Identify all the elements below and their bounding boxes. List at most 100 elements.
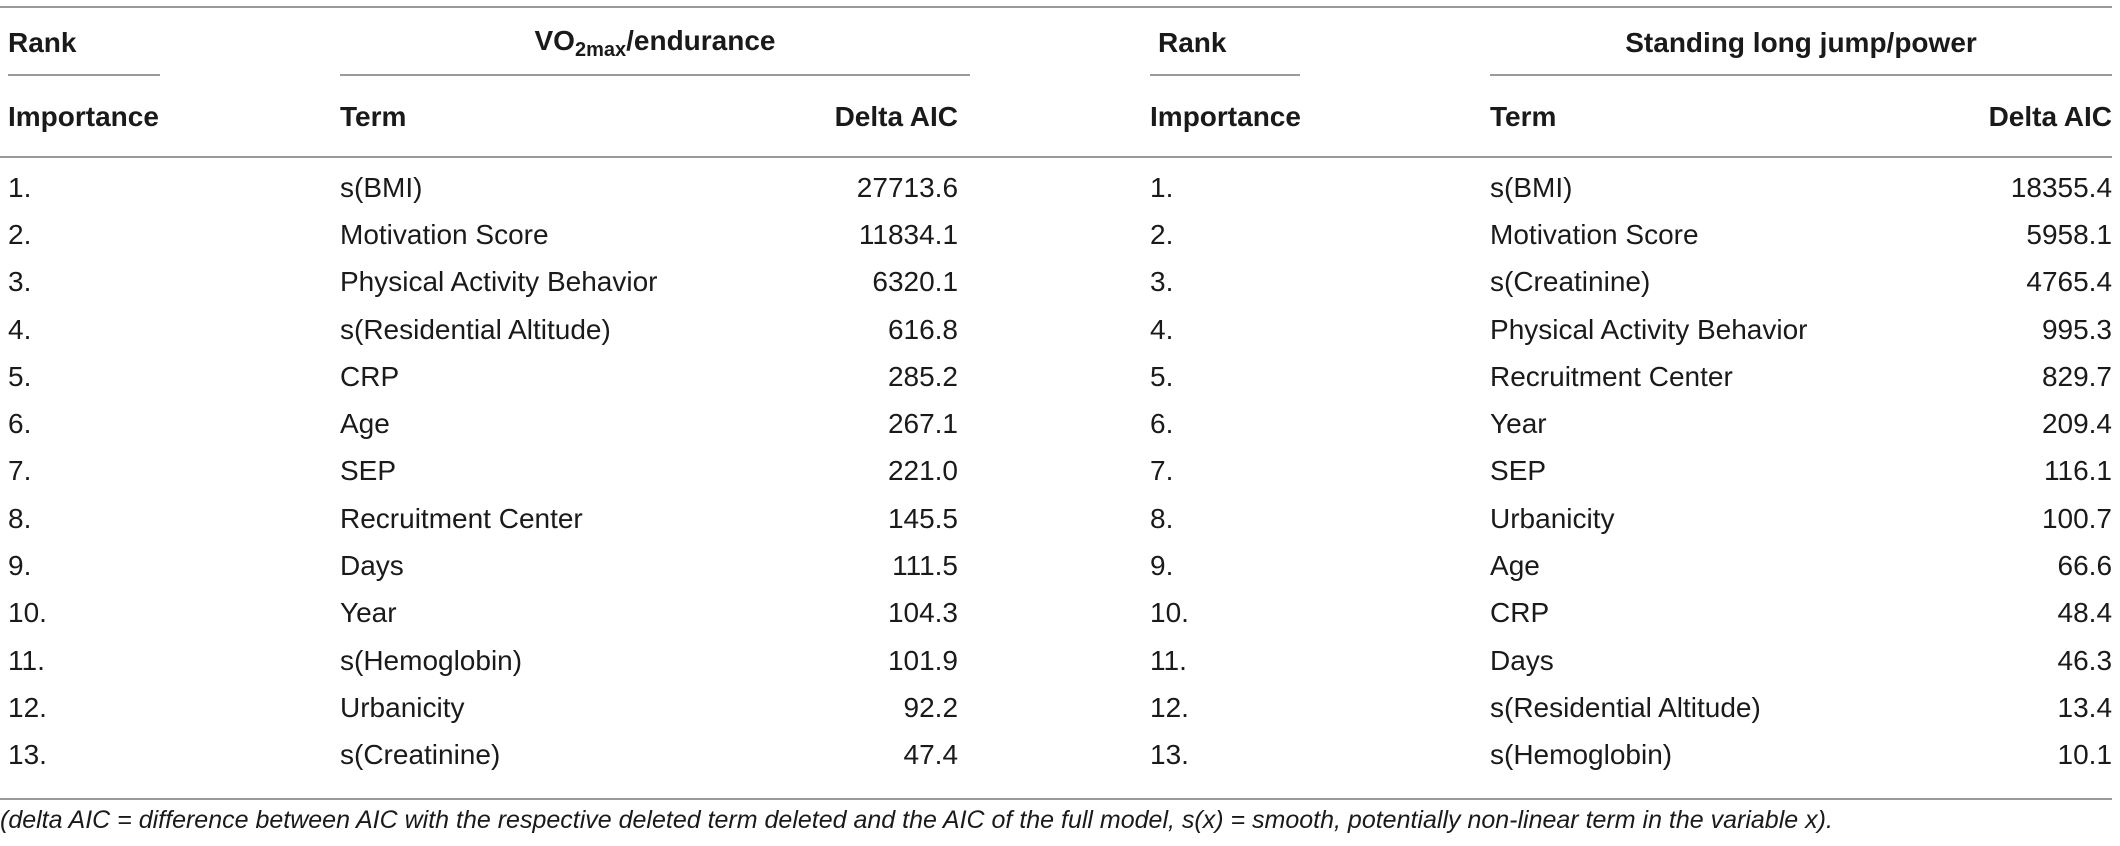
rank-cell-right: 5.	[1150, 360, 1174, 392]
importance-header-right: Importance	[1150, 78, 1491, 158]
delta-aic-cell-right: 18355.4	[2010, 171, 2113, 203]
gap-cell	[970, 495, 1150, 542]
delta-aic-cell-left: 92.2	[903, 691, 959, 723]
term-cell-left: Motivation Score	[340, 218, 549, 250]
table-row: 1. s(BMI) 27713.6 1. s(BMI) 18355.4	[0, 157, 2112, 211]
term-cell-left: s(BMI)	[340, 171, 423, 203]
rank-cell-right: 2.	[1150, 218, 1174, 250]
table-row: 5. CRP 285.2 5. Recruitment Center 829.7	[0, 353, 2112, 400]
vo2-suffix: /endurance	[626, 24, 776, 56]
delta-aic-cell-right: 209.4	[2041, 408, 2113, 440]
delta-aic-header-left: Delta AIC	[790, 78, 971, 158]
term-cell-left: Age	[340, 408, 390, 440]
gap-cell	[970, 590, 1150, 637]
delta-aic-cell-left: 11834.1	[858, 218, 959, 250]
table-row: 12. Urbanicity 92.2 12. s(Residential Altitu…	[0, 684, 2112, 731]
header-gap-sub	[970, 78, 1151, 158]
term-cell-left: s(Residential Altitude)	[340, 313, 611, 345]
gap-cell	[970, 684, 1150, 731]
rank-label-right: Rank	[1158, 27, 1227, 58]
table-column-header-row: Importance Term Delta AIC Importance Ter…	[0, 78, 2113, 158]
header-gap	[970, 6, 1151, 78]
delta-aic-cell-left: 616.8	[887, 313, 959, 345]
rank-cell-left: 11.	[8, 644, 45, 676]
gap-cell	[970, 542, 1150, 589]
term-cell-right: Motivation Score	[1490, 218, 1699, 250]
term-cell-left: Recruitment Center	[340, 502, 583, 534]
results-table-container: Rank VO2max/endurance Rank Standing long…	[0, 6, 2120, 779]
rank-cell-left: 8.	[8, 502, 32, 534]
rank-cell-left: 10.	[8, 597, 47, 629]
rank-cell-left: 9.	[8, 550, 32, 582]
term-header-right: Term	[1490, 78, 1941, 158]
table-row: 2. Motivation Score 11834.1 2. Motivation Sc…	[0, 211, 2112, 258]
delta-aic-cell-left: 221.0	[887, 455, 959, 487]
term-cell-left: s(Creatinine)	[340, 739, 501, 771]
term-cell-right: Age	[1490, 550, 1540, 582]
variable-importance-table: Rank VO2max/endurance Rank Standing long…	[0, 6, 2113, 779]
vo2-subscript: 2max	[574, 38, 627, 61]
gap-cell	[970, 306, 1150, 353]
rank-cell-left: 13.	[8, 739, 47, 771]
term-cell-right: Recruitment Center	[1490, 360, 1733, 392]
table-row: 3. Physical Activity Behavior 6320.1 3. s(Cr…	[0, 259, 2112, 306]
table-row: 10. Year 104.3 10. CRP 48.4	[0, 590, 2112, 637]
delta-aic-cell-right: 116.1	[2044, 455, 2113, 487]
table-group-header-row: Rank VO2max/endurance Rank Standing long…	[0, 6, 2113, 78]
rank-cell-right: 1.	[1150, 171, 1174, 203]
gap-cell	[970, 637, 1150, 684]
rank-cell-left: 6.	[8, 408, 32, 440]
delta-aic-cell-right: 995.3	[2041, 313, 2113, 345]
gap-cell	[970, 353, 1150, 400]
gap-cell	[970, 448, 1150, 495]
delta-aic-cell-right: 4765.4	[2026, 266, 2113, 298]
delta-aic-cell-left: 104.3	[887, 597, 959, 629]
term-cell-left: CRP	[340, 360, 400, 392]
term-cell-left: Physical Activity Behavior	[340, 266, 658, 298]
delta-aic-cell-left: 47.4	[903, 739, 959, 771]
table-row: 13. s(Creatinine) 47.4 13. s(Hemoglobin) 10.1	[0, 732, 2112, 779]
delta-aic-header-right: Delta AIC	[1940, 78, 2113, 158]
table-row: 11. s(Hemoglobin) 101.9 11. Days 46.3	[0, 637, 2112, 684]
table-row: 9. Days 111.5 9. Age 66.6	[0, 542, 2112, 589]
gap-cell	[970, 211, 1150, 258]
rank-cell-left: 12.	[8, 691, 47, 723]
rank-cell-right: 10.	[1150, 597, 1189, 629]
rank-label-left: Rank	[8, 27, 77, 58]
term-cell-right: s(Residential Altitude)	[1490, 691, 1761, 723]
delta-aic-cell-right: 100.7	[2041, 502, 2113, 534]
delta-aic-cell-right: 10.1	[2057, 739, 2113, 771]
vo2-prefix: VO	[534, 24, 575, 56]
delta-aic-cell-left: 285.2	[887, 360, 959, 392]
gap-cell	[970, 732, 1150, 779]
delta-aic-cell-left: 145.5	[887, 502, 959, 534]
rank-cell-left: 2.	[8, 218, 32, 250]
rank-cell-right: 4.	[1150, 313, 1174, 345]
table-row: 7. SEP 221.0 7. SEP 116.1	[0, 448, 2112, 495]
term-cell-left: s(Hemoglobin)	[340, 644, 523, 676]
delta-aic-cell-right: 48.4	[2057, 597, 2113, 629]
rank-cell-left: 3.	[8, 266, 32, 298]
rank-cell-right: 8.	[1150, 502, 1174, 534]
rank-cell-right: 9.	[1150, 550, 1174, 582]
table-row: 8. Recruitment Center 145.5 8. Urbanicity 100…	[0, 495, 2112, 542]
group-label-vo2max: VO2max/endurance	[535, 25, 776, 62]
rank-cell-left: 4.	[8, 313, 32, 345]
importance-header-left: Importance	[0, 78, 340, 158]
delta-aic-cell-right: 46.3	[2057, 644, 2113, 676]
rank-header-left: Rank	[0, 6, 340, 78]
rank-cell-right: 7.	[1150, 455, 1174, 487]
rank-cell-right: 3.	[1150, 266, 1174, 298]
delta-aic-cell-left: 6320.1	[872, 266, 959, 298]
gap-cell	[970, 259, 1150, 306]
delta-aic-cell-left: 27713.6	[856, 171, 959, 203]
term-cell-right: s(BMI)	[1490, 171, 1573, 203]
delta-aic-cell-left: 111.5	[892, 550, 959, 582]
group-header-vo2max: VO2max/endurance	[340, 6, 971, 78]
term-cell-left: Days	[340, 550, 404, 582]
term-header-left: Term	[340, 78, 790, 158]
table-row: 4. s(Residential Altitude) 616.8 4. Physical…	[0, 306, 2112, 353]
gap-cell	[970, 400, 1150, 447]
term-cell-right: s(Hemoglobin)	[1490, 739, 1673, 771]
gap-cell	[970, 157, 1150, 211]
